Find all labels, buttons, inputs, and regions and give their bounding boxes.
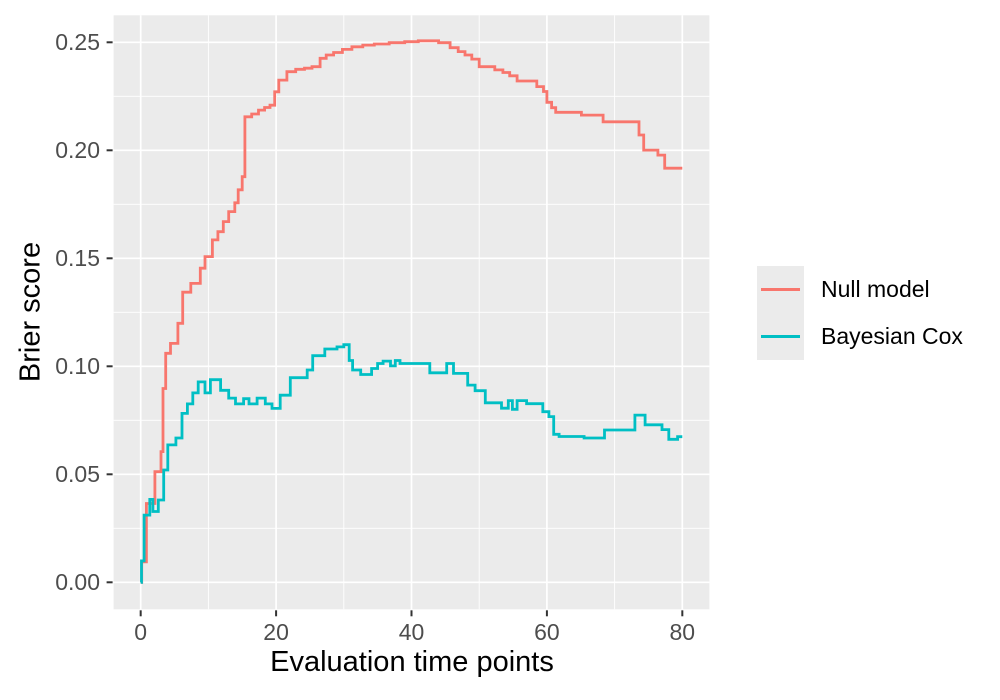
legend-item-bayesian-cox: Bayesian Cox	[757, 313, 963, 360]
y-tick-label: 0.20	[55, 137, 100, 164]
red-line-icon	[761, 287, 800, 292]
legend-label-null-model: Null model	[821, 276, 930, 302]
legend-item-null-model: Null model	[757, 266, 963, 313]
series-line-bayesian-cox	[140, 343, 683, 584]
x-tick-label: 0	[134, 619, 148, 645]
x-tick-label: 20	[263, 619, 289, 645]
x-axis-title: Evaluation time points	[270, 646, 554, 678]
y-tick-label: 0.00	[55, 569, 100, 596]
y-tick-label: 0.05	[55, 461, 100, 488]
x-tick-label: 40	[398, 619, 425, 645]
legend-label-bayesian-cox: Bayesian Cox	[821, 323, 963, 349]
y-axis-title: Brier score	[14, 241, 47, 383]
legend-key-null-model	[757, 266, 804, 313]
y-tick-label: 0.25	[55, 29, 100, 56]
y-tick-label: 0.15	[55, 245, 100, 272]
teal-line-icon	[761, 334, 800, 339]
x-tick-label: 60	[534, 619, 560, 645]
legend-key-bayesian-cox	[757, 313, 804, 360]
series-line-null-model	[140, 39, 683, 584]
y-tick-label: 0.10	[55, 353, 100, 380]
x-tick-label: 80	[669, 619, 696, 645]
legend: Null model Bayesian Cox	[757, 266, 963, 360]
